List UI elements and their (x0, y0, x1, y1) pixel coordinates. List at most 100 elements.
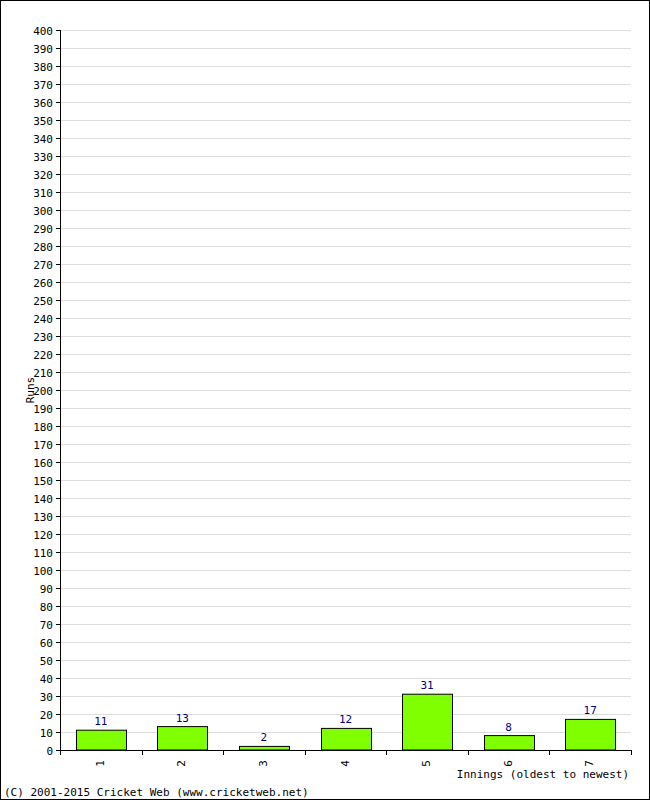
y-tick-label: 190 (33, 403, 53, 416)
y-tick-label: 160 (33, 457, 53, 470)
x-tick-label: 6 (502, 760, 515, 767)
y-tick-label: 260 (33, 277, 53, 290)
grid-line (60, 570, 631, 571)
y-tick (56, 678, 60, 679)
y-tick (56, 588, 60, 589)
grid-line (60, 318, 631, 319)
y-tick-label: 250 (33, 295, 53, 308)
grid-line (60, 444, 631, 445)
bar (240, 746, 290, 750)
y-tick-label: 170 (33, 439, 53, 452)
y-tick (56, 480, 60, 481)
y-tick (56, 444, 60, 445)
copyright: (C) 2001-2015 Cricket Web (www.cricketwe… (4, 786, 309, 799)
y-tick-label: 10 (40, 727, 53, 740)
y-tick-label: 40 (40, 673, 53, 686)
y-tick (56, 264, 60, 265)
y-tick (56, 30, 60, 31)
grid-line (60, 84, 631, 85)
x-tick-label: 1 (94, 760, 107, 767)
y-axis-label: Runs (24, 377, 37, 404)
y-tick (56, 750, 60, 751)
y-tick-label: 310 (33, 187, 53, 200)
data-label: 13 (176, 712, 189, 725)
grid-line (60, 588, 631, 589)
y-tick (56, 570, 60, 571)
y-tick (56, 372, 60, 373)
bar (77, 730, 127, 750)
grid-line (60, 426, 631, 427)
grid-line (60, 534, 631, 535)
y-tick (56, 534, 60, 535)
y-tick (56, 228, 60, 229)
y-tick (56, 354, 60, 355)
y-tick (56, 660, 60, 661)
y-tick-label: 140 (33, 493, 53, 506)
x-tick (305, 750, 306, 755)
y-tick-label: 70 (40, 619, 53, 632)
grid-line (60, 354, 631, 355)
y-tick (56, 318, 60, 319)
y-tick (56, 696, 60, 697)
y-tick-label: 240 (33, 313, 53, 326)
grid-line (60, 498, 631, 499)
y-tick (56, 498, 60, 499)
grid-line (60, 192, 631, 193)
y-tick-label: 100 (33, 565, 53, 578)
y-tick (56, 120, 60, 121)
grid-line (60, 156, 631, 157)
y-tick (56, 642, 60, 643)
data-label: 11 (94, 715, 107, 728)
data-label: 31 (420, 679, 433, 692)
x-tick-label: 5 (420, 760, 433, 767)
x-tick-label: 2 (175, 760, 188, 767)
y-tick-label: 220 (33, 349, 53, 362)
grid-line (60, 102, 631, 103)
grid-line (60, 642, 631, 643)
x-tick (142, 750, 143, 755)
y-tick (56, 516, 60, 517)
y-tick (56, 48, 60, 49)
grid-line (60, 624, 631, 625)
bar (485, 736, 535, 750)
y-tick (56, 714, 60, 715)
grid-line (60, 174, 631, 175)
x-tick (549, 750, 550, 755)
y-tick-label: 180 (33, 421, 53, 434)
grid-line (60, 462, 631, 463)
grid-line (60, 552, 631, 553)
y-tick (56, 210, 60, 211)
data-label: 8 (505, 721, 512, 734)
bar (322, 728, 372, 750)
bars (77, 694, 616, 750)
y-tick-label: 290 (33, 223, 53, 236)
y-tick (56, 390, 60, 391)
y-tick-label: 120 (33, 529, 53, 542)
y-tick (56, 174, 60, 175)
y-tick-label: 150 (33, 475, 53, 488)
y-tick-label: 270 (33, 259, 53, 272)
x-axis-label: Innings (oldest to newest) (457, 768, 629, 781)
y-tick-label: 380 (33, 61, 53, 74)
grid-line (60, 336, 631, 337)
y-tick-label: 60 (40, 637, 53, 650)
y-tick (56, 732, 60, 733)
y-tick (56, 336, 60, 337)
y-tick (56, 462, 60, 463)
y-tick (56, 246, 60, 247)
y-tick (56, 624, 60, 625)
x-tick (386, 750, 387, 755)
x-axis-line (60, 750, 631, 751)
y-tick (56, 84, 60, 85)
grid-line (60, 228, 631, 229)
grid-line (60, 138, 631, 139)
data-label: 17 (584, 704, 597, 717)
grid-line (60, 246, 631, 247)
data-label: 2 (261, 731, 268, 744)
grid-line (60, 660, 631, 661)
x-tick-label: 3 (257, 760, 270, 767)
y-tick (56, 552, 60, 553)
y-tick-label: 320 (33, 169, 53, 182)
x-tick-label: 7 (583, 760, 596, 767)
grid-line (60, 30, 631, 31)
